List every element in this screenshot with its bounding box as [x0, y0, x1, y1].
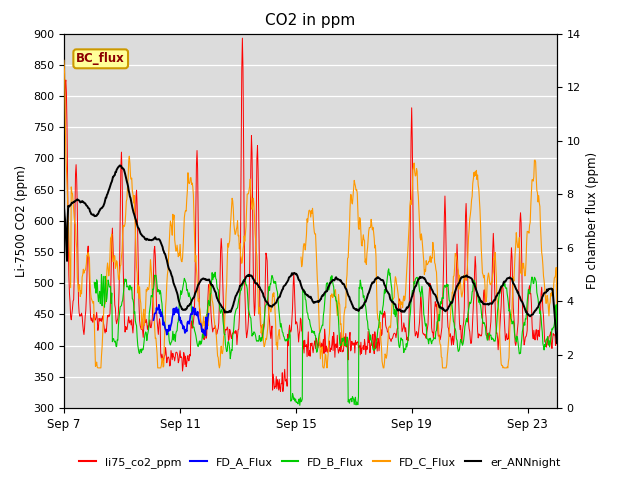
Text: BC_flux: BC_flux: [76, 52, 125, 65]
Legend: li75_co2_ppm, FD_A_Flux, FD_B_Flux, FD_C_Flux, er_ANNnight: li75_co2_ppm, FD_A_Flux, FD_B_Flux, FD_C…: [75, 452, 565, 472]
Y-axis label: Li-7500 CO2 (ppm): Li-7500 CO2 (ppm): [15, 165, 28, 277]
Title: CO2 in ppm: CO2 in ppm: [265, 13, 356, 28]
Y-axis label: FD chamber flux (ppm): FD chamber flux (ppm): [586, 152, 599, 289]
